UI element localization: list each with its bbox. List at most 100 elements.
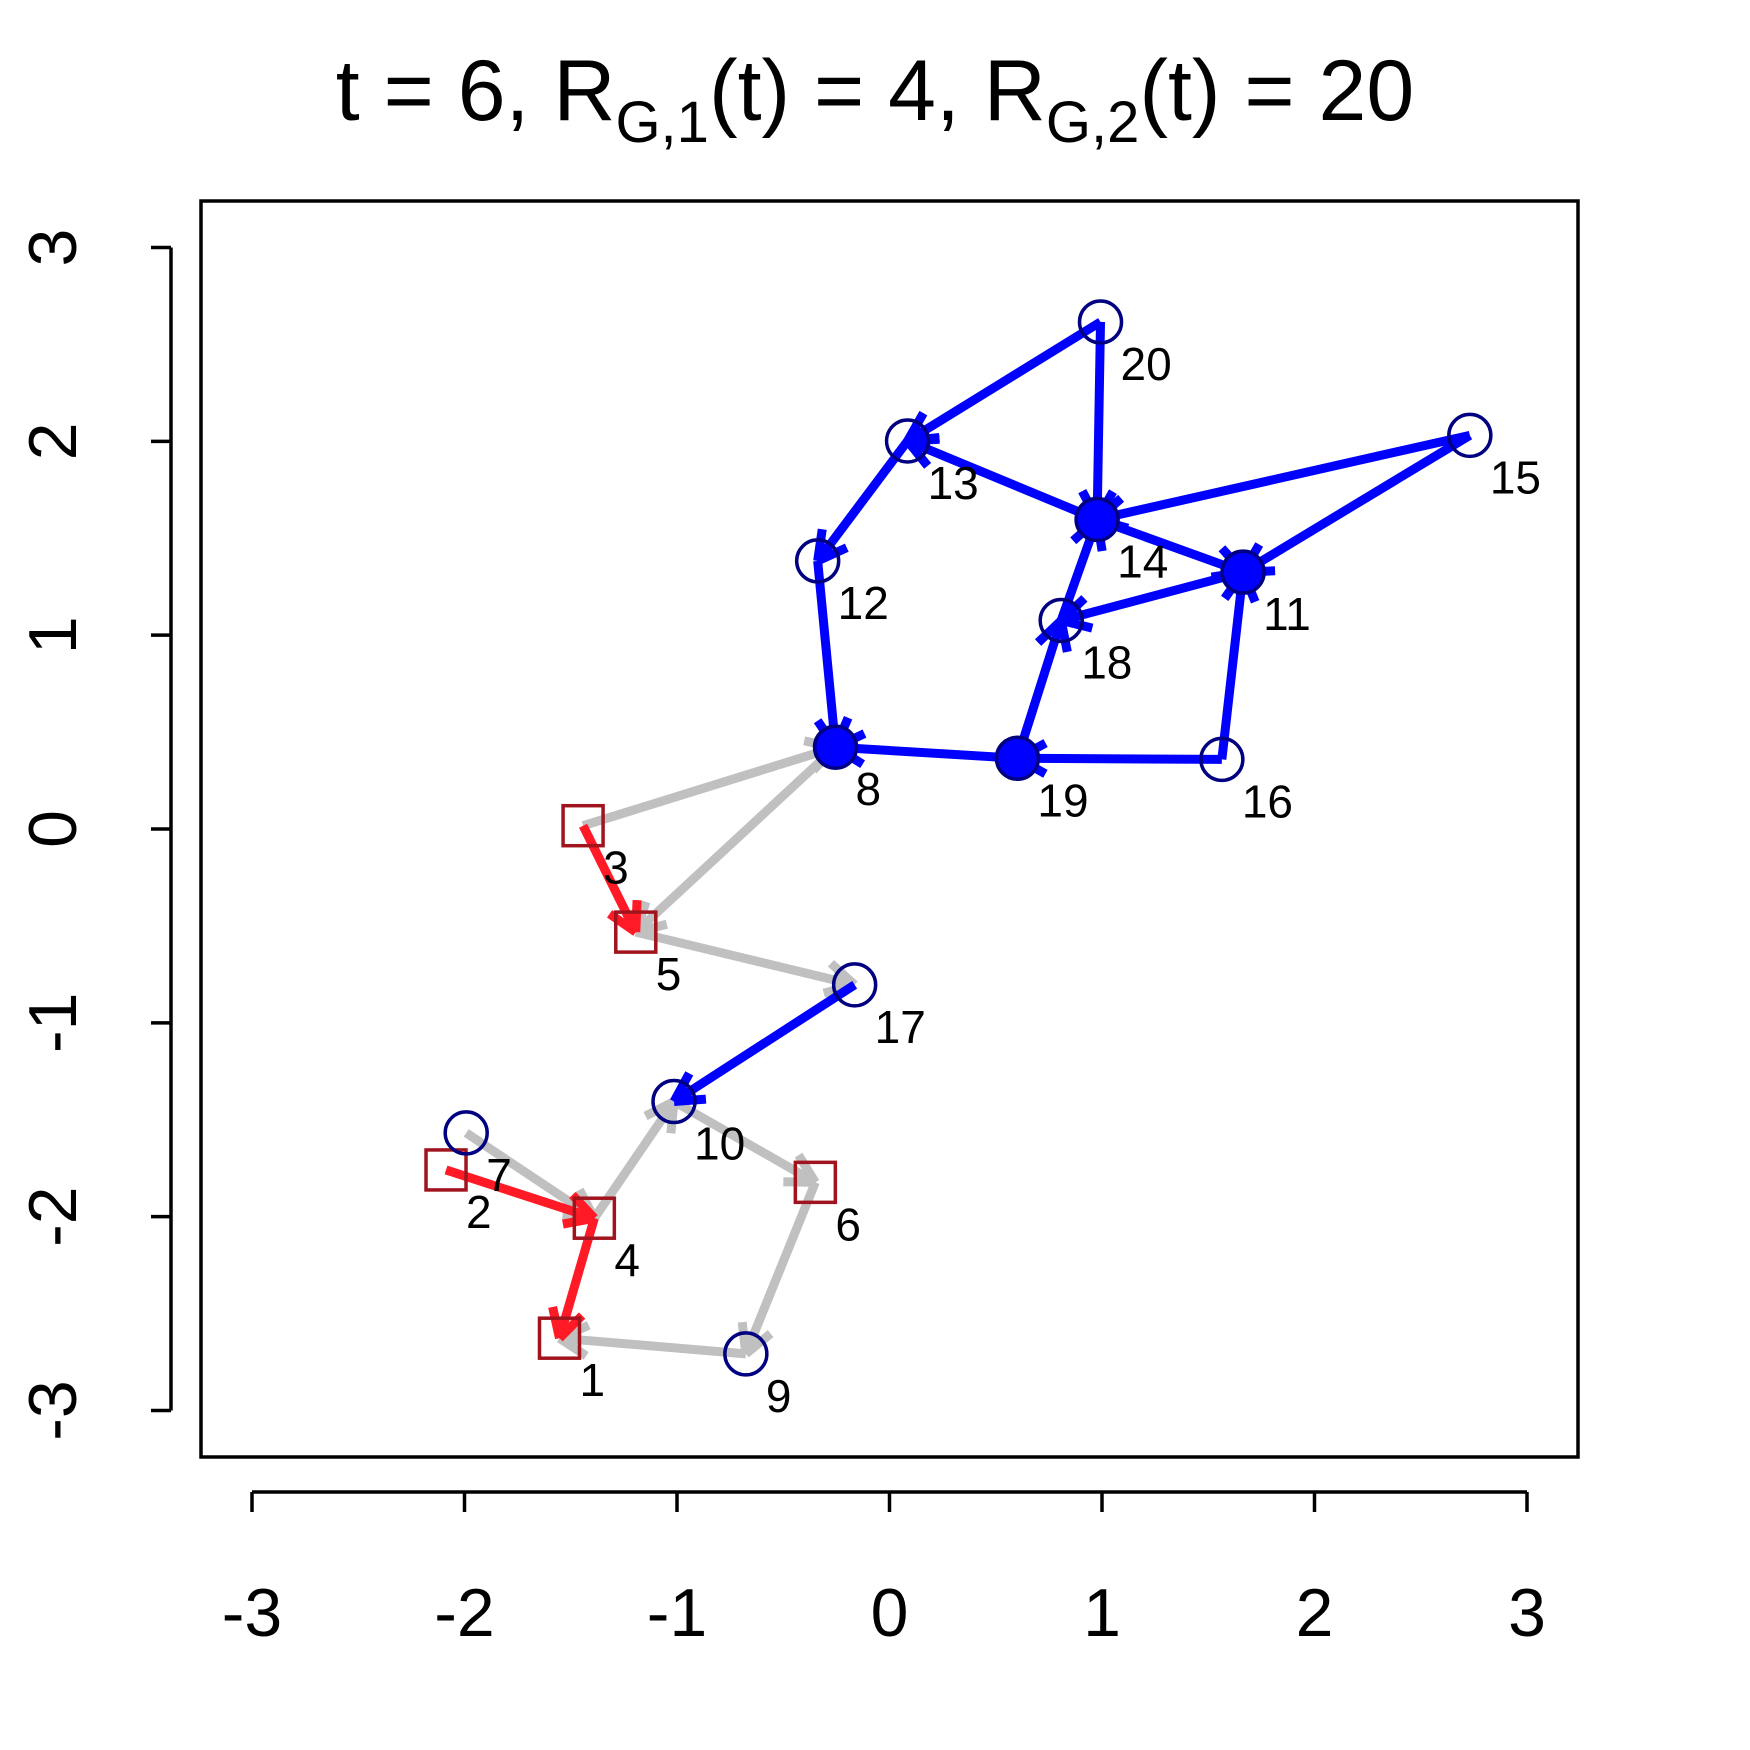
node-label: 14: [1117, 535, 1168, 587]
title-part: (t) = 20: [1139, 43, 1414, 139]
edge-line: [1013, 619, 1066, 760]
node-label: 16: [1242, 775, 1293, 827]
node-label: 5: [656, 948, 682, 1000]
node: [614, 910, 658, 954]
node: [651, 1078, 697, 1125]
node-label: 12: [838, 577, 889, 629]
x-tick-label: 3: [1508, 1575, 1546, 1651]
node-label: 18: [1081, 636, 1132, 688]
edge: [557, 1321, 747, 1360]
arrow-head: [783, 1177, 816, 1187]
plot-frame: [199, 199, 1580, 1459]
edge-line: [814, 438, 912, 564]
node-label: 6: [835, 1198, 861, 1250]
y-tick-label: -1: [15, 993, 91, 1053]
node-label: 13: [928, 457, 979, 509]
edge: [1239, 431, 1473, 577]
node: [1199, 736, 1245, 783]
node: [723, 1331, 769, 1377]
edge-line: [1096, 430, 1471, 524]
arrow-head: [606, 910, 639, 936]
node: [793, 1160, 838, 1205]
node: [794, 538, 841, 584]
node-label: 2: [466, 1186, 492, 1238]
node-label: 11: [1263, 588, 1311, 640]
node: [1077, 299, 1124, 345]
node-label: 1: [579, 1354, 605, 1406]
edge: [1094, 430, 1471, 533]
edge-line: [905, 318, 1103, 445]
node: [884, 418, 931, 464]
arrow-head: [666, 1101, 679, 1134]
arrow-head: [737, 1321, 751, 1355]
edge: [813, 438, 912, 566]
edge: [671, 1097, 820, 1187]
y-tick-label: 3: [15, 229, 91, 267]
node-label: 7: [486, 1149, 512, 1201]
edge: [1217, 569, 1260, 760]
edge: [833, 729, 1018, 769]
edge-line: [444, 1165, 596, 1223]
edge-line: [905, 436, 1099, 524]
edge-line: [835, 742, 1018, 763]
edge-line: [634, 927, 856, 990]
edge: [579, 823, 642, 936]
edge-line: [1240, 431, 1473, 577]
node-label: 3: [603, 842, 629, 894]
edge-line: [581, 742, 837, 831]
node: [1038, 597, 1084, 644]
edge: [1015, 739, 1222, 778]
title-part: G,2: [1046, 90, 1140, 155]
node-label: 17: [875, 1001, 926, 1053]
edge-line: [671, 1097, 818, 1187]
x-tick-label: -2: [434, 1575, 494, 1651]
arrow-head: [562, 1213, 596, 1229]
node-label: 15: [1490, 451, 1541, 503]
y-tick-label: -3: [15, 1380, 91, 1440]
chart-title: t = 6, RG,1(t) = 4, RG,2(t) = 20: [336, 43, 1414, 155]
y-tick-label: 2: [15, 422, 91, 460]
x-tick-label: -1: [647, 1575, 707, 1651]
edge-line: [1060, 567, 1245, 625]
edge: [903, 318, 1103, 446]
node: [561, 803, 605, 848]
edge: [737, 1180, 820, 1358]
node-label: 4: [614, 1234, 640, 1286]
edge-line: [813, 560, 841, 748]
node: [994, 735, 1041, 782]
edge: [1078, 321, 1117, 522]
x-tick-label: 2: [1296, 1575, 1334, 1651]
node: [812, 724, 859, 770]
title-part: (t) = 4, R: [709, 43, 1046, 139]
edge-line: [559, 1333, 747, 1359]
node: [1220, 549, 1266, 595]
node-label: 10: [694, 1118, 745, 1170]
node-label: 20: [1121, 338, 1172, 390]
node-label: 19: [1037, 774, 1088, 826]
y-tick-label: 0: [15, 810, 91, 848]
node: [831, 962, 878, 1008]
x-tick-label: -3: [222, 1575, 282, 1651]
node: [424, 1148, 468, 1192]
edge-line: [741, 1180, 820, 1356]
x-tick-label: 1: [1083, 1575, 1121, 1651]
title-part: t = 6, R: [336, 43, 616, 139]
arrow-head: [907, 433, 940, 446]
edge: [904, 433, 1099, 524]
edge-line: [1095, 515, 1245, 577]
arrow-head: [548, 1305, 564, 1340]
edge-line: [1092, 321, 1106, 520]
node-label: 9: [766, 1370, 792, 1422]
node: [1074, 496, 1120, 543]
arrow-head: [1056, 619, 1072, 653]
edge-line: [579, 823, 640, 935]
arrow-head: [813, 528, 827, 562]
x-tick-label: 0: [871, 1575, 909, 1651]
edge-line: [1017, 753, 1222, 764]
arrow-head: [670, 1071, 694, 1104]
y-tick-label: -2: [15, 1186, 91, 1246]
node: [572, 1196, 617, 1240]
edge: [670, 981, 858, 1107]
